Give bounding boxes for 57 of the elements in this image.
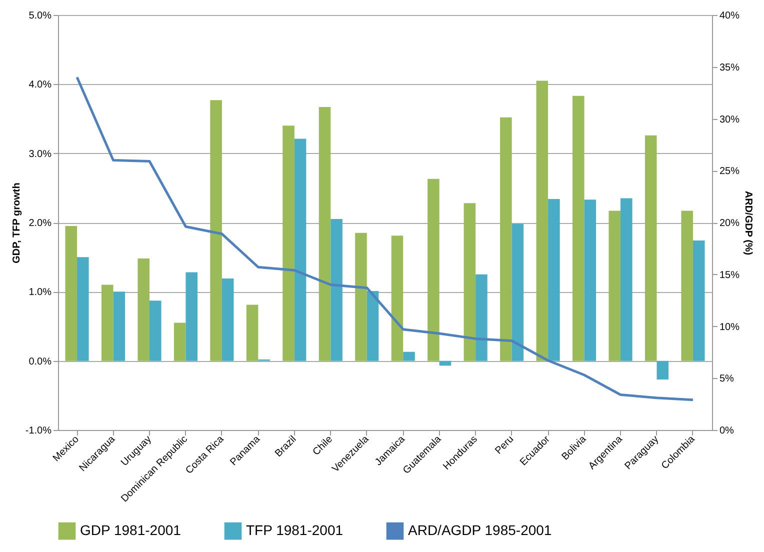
y-axis-title: GDP, TFP growth (11, 182, 22, 264)
y2-tick-label: 35% (720, 62, 740, 74)
bar (512, 224, 524, 361)
bar (366, 290, 379, 361)
bar (692, 240, 705, 361)
bar (681, 210, 693, 361)
y2-tick-label: 25% (720, 166, 740, 178)
bar (282, 126, 294, 361)
y-tick-label: 2.0% (28, 218, 52, 229)
bar (113, 292, 126, 361)
bar (246, 304, 258, 361)
bar (656, 360, 669, 380)
y2-tick-label: 40% (720, 10, 740, 22)
bar (210, 100, 222, 361)
bar (584, 200, 596, 361)
y2-tick-label: 10% (720, 322, 740, 333)
bar (318, 106, 331, 361)
bar (500, 117, 512, 361)
y-tick-label: 0.0% (28, 356, 52, 368)
bar (355, 232, 367, 361)
bar (77, 257, 89, 361)
bar (294, 138, 306, 361)
bar (548, 198, 560, 361)
bar (476, 274, 488, 361)
y-tick-label: 1.0% (28, 287, 52, 298)
legend-label: ARD/AGDP 1985-2001 (408, 522, 552, 538)
bar (186, 272, 198, 361)
y2-tick-label: 20% (720, 218, 740, 229)
y-tick-label: 3.0% (28, 148, 52, 160)
y2-tick-label: 30% (720, 114, 740, 126)
bar (330, 219, 342, 361)
y-tick-label: 5.0% (28, 10, 52, 22)
y2-tick-label: 0% (720, 426, 734, 436)
bar (572, 96, 584, 361)
bar (222, 278, 234, 361)
bar (65, 226, 78, 361)
bar (428, 178, 440, 361)
y2-axis-title: ARD/GDP (%) (742, 190, 754, 256)
legend-label: GDP 1981-2001 (80, 522, 182, 538)
bar (101, 284, 114, 361)
y2-tick-label: 5% (720, 374, 734, 385)
bar (620, 198, 632, 361)
bar (174, 322, 186, 361)
bar (403, 352, 415, 361)
legend-label: TFP 1981-2001 (246, 522, 344, 538)
bar (149, 300, 162, 361)
y-tick-label: 4.0% (28, 80, 52, 91)
bar (138, 258, 150, 361)
bar (391, 236, 404, 361)
bar (608, 210, 621, 361)
bar (644, 135, 657, 361)
bar (536, 80, 548, 361)
bar (439, 360, 452, 366)
y-tick-label: -1.0% (25, 426, 52, 436)
bar (464, 203, 476, 361)
y2-tick-label: 15% (720, 270, 740, 281)
line-series (76, 76, 694, 402)
